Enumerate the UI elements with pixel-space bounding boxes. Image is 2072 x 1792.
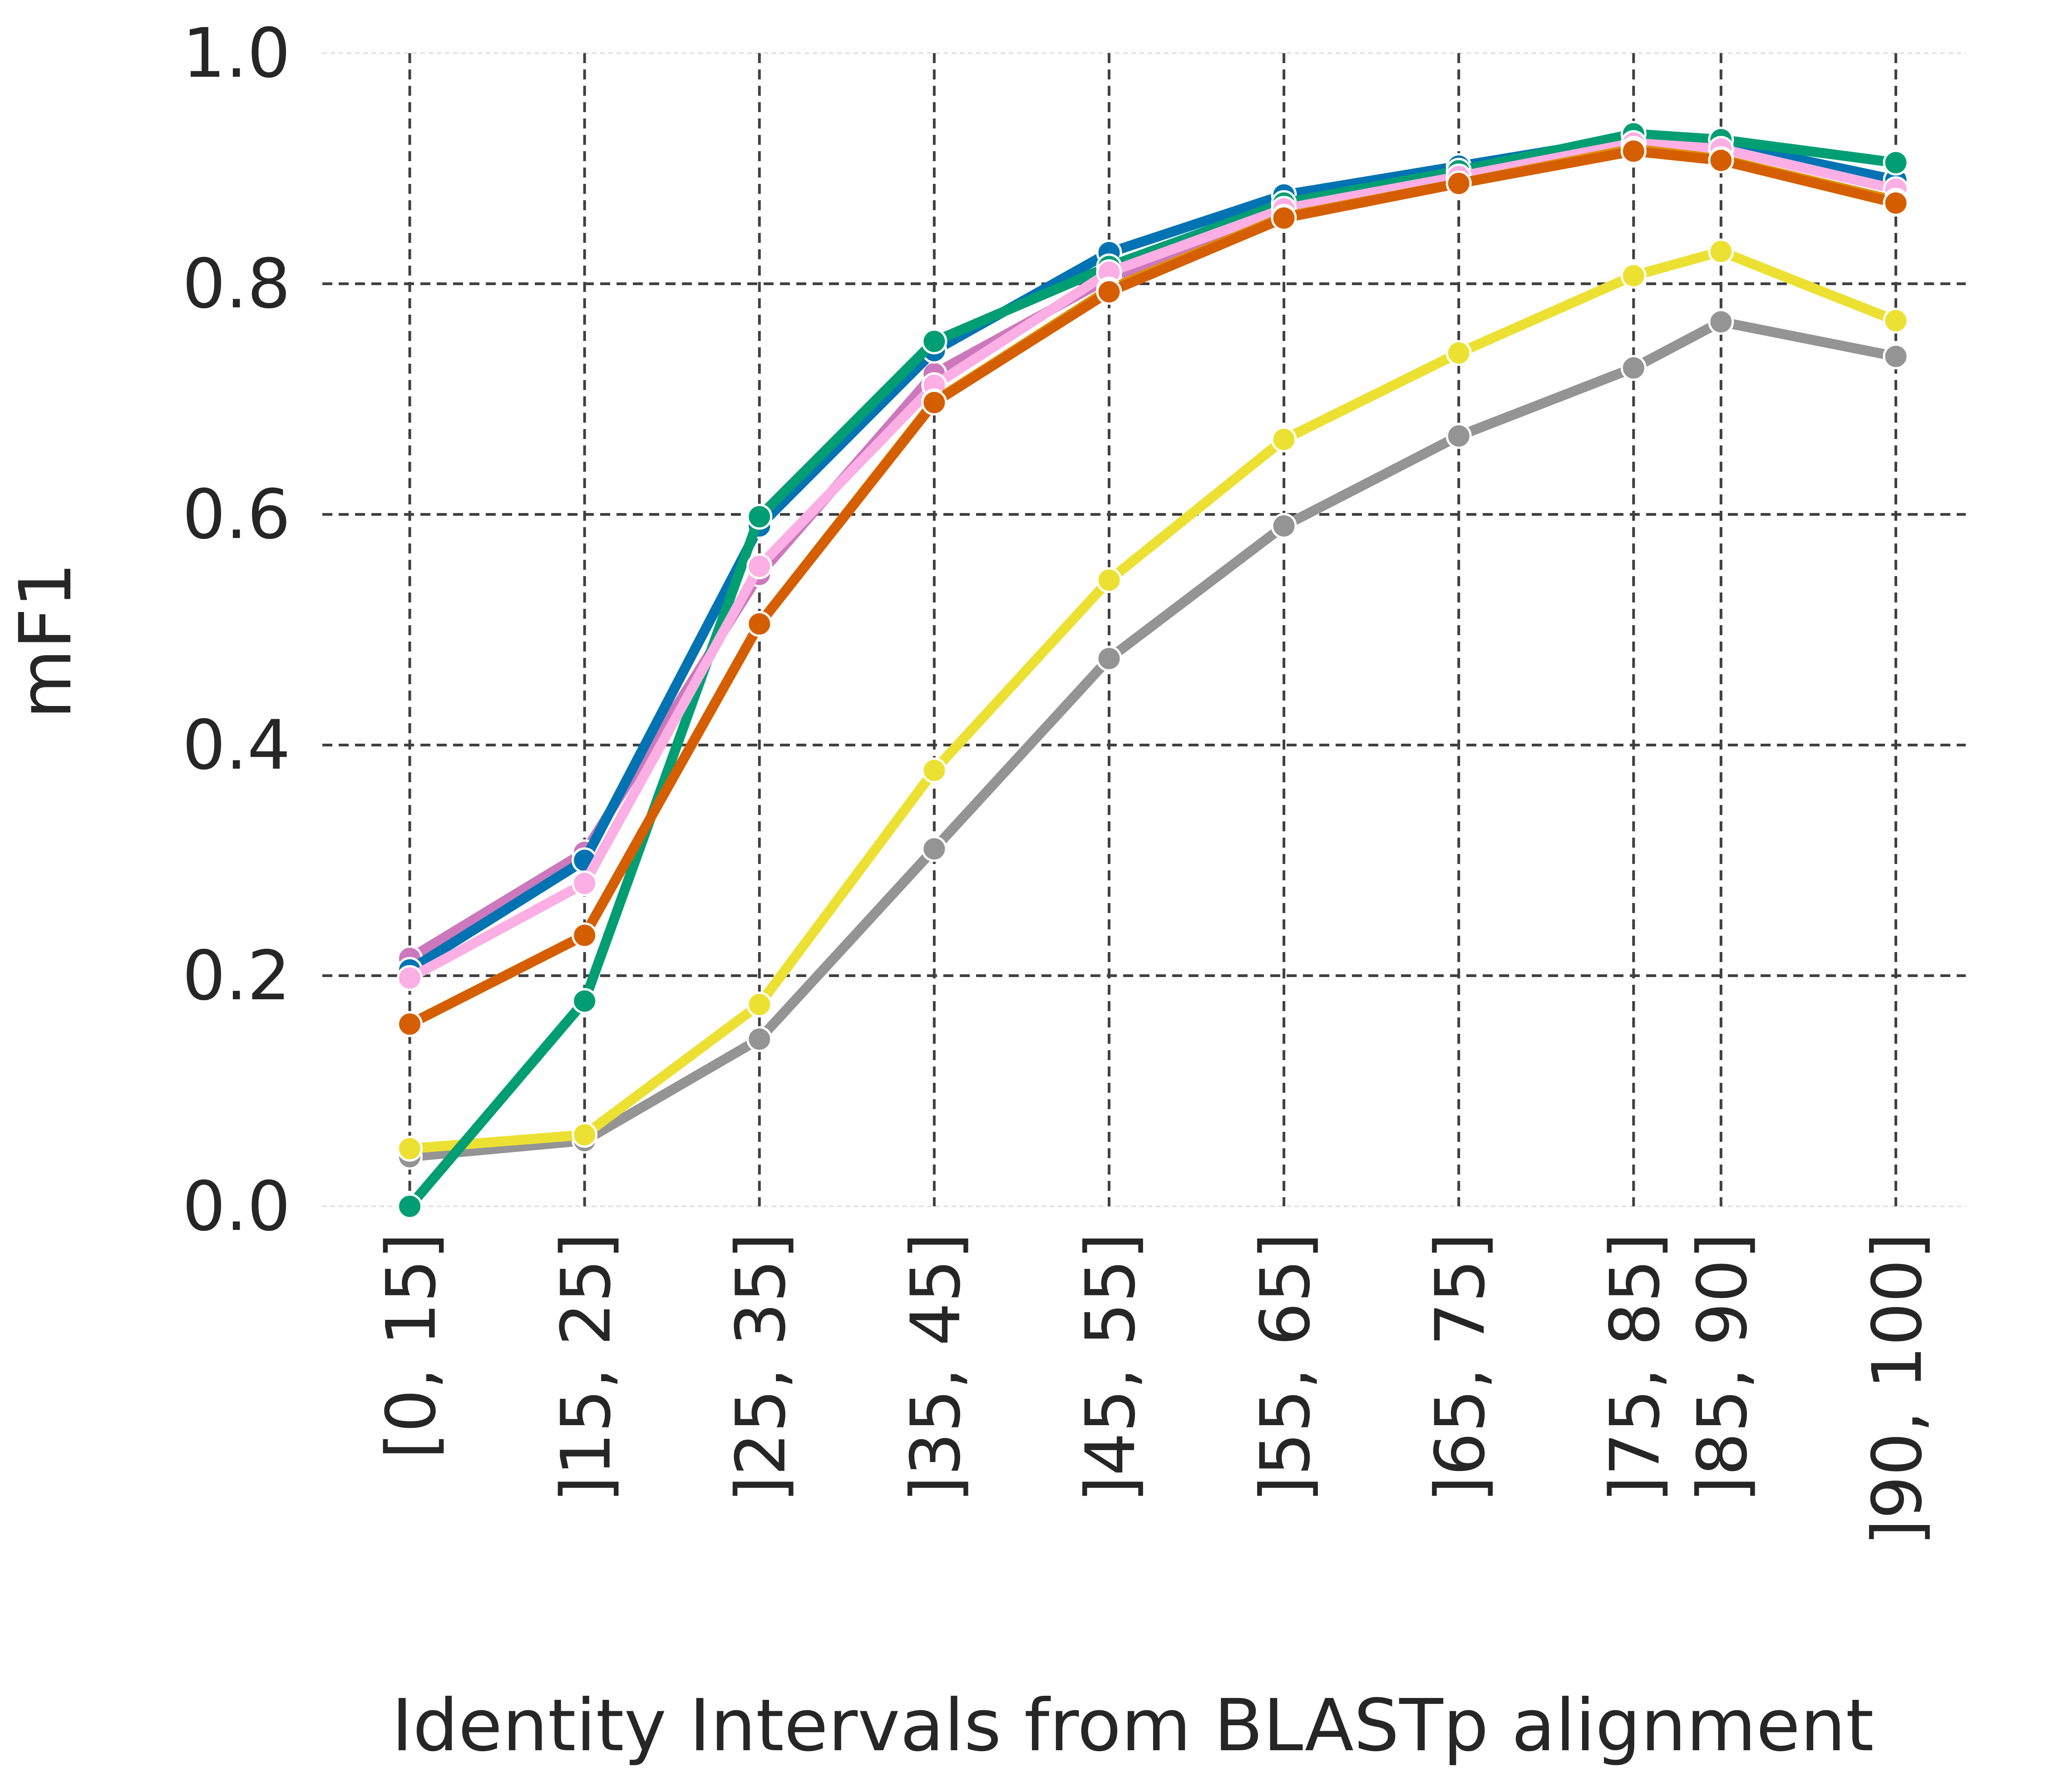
y-axis-label: mF1 [4, 562, 88, 719]
grid [322, 52, 1966, 1207]
x-tick-label: ]55, 65] [1246, 1233, 1325, 1502]
data-point [572, 1122, 598, 1148]
data-point [921, 836, 947, 862]
series-group [397, 309, 1909, 1170]
series-group [397, 121, 1909, 1219]
data-point [1620, 138, 1647, 164]
series-line [405, 128, 1901, 1211]
data-point [921, 390, 947, 416]
y-tick-label: 0.2 [182, 937, 291, 1016]
data-point [746, 504, 773, 530]
x-tick-labels: [0, 15] ]15, 25] ]25, 35] ]35, 45] ]45, 55]]… [372, 1233, 1937, 1546]
y-tick-label: 0.0 [182, 1167, 291, 1246]
data-point [1096, 567, 1122, 593]
series-line [405, 316, 1901, 1162]
data-point [1445, 170, 1472, 197]
data-point [572, 922, 598, 948]
series-group [397, 138, 1909, 1037]
data-point [397, 1135, 423, 1162]
data-point [572, 988, 598, 1014]
data-point [1708, 147, 1734, 173]
x-tick-label: ]85, 90] [1683, 1233, 1762, 1502]
data-point [746, 992, 773, 1017]
data-point [746, 611, 773, 637]
data-point [1445, 423, 1472, 449]
x-tick-label: ]25, 35] [722, 1233, 801, 1502]
y-tick-labels: 0.0 0.2 0.4 0.6 0.8 1.0 [182, 14, 291, 1246]
data-point [1708, 238, 1734, 265]
x-tick-label: ]45, 55] [1071, 1233, 1150, 1502]
data-point [1445, 340, 1472, 366]
series-line [405, 138, 1901, 983]
data-point [1620, 355, 1647, 381]
series-line [405, 143, 1901, 1029]
data-point [746, 1026, 773, 1052]
y-tick-label: 0.8 [182, 245, 291, 324]
data-point [397, 965, 423, 991]
series-group [397, 238, 1909, 1162]
x-tick-label: ]35, 45] [897, 1233, 976, 1502]
data-point [1883, 307, 1909, 334]
data-point [921, 328, 947, 355]
data-point [1883, 190, 1909, 216]
data-point [1620, 262, 1647, 289]
data-point [921, 757, 947, 784]
x-tick-label: [0, 15] [372, 1233, 451, 1459]
data-point [1096, 646, 1122, 671]
x-axis-label: Identity Intervals from BLASTp alignment [392, 1684, 1874, 1767]
data-point [572, 870, 598, 897]
data-point [397, 1193, 423, 1219]
y-tick-label: 0.4 [182, 706, 291, 785]
data-point [1096, 279, 1122, 305]
x-tick-label: ]65, 75] [1421, 1233, 1500, 1502]
series-line [405, 146, 1901, 1029]
x-tick-label: ]90, 100] [1858, 1233, 1937, 1546]
data-point [397, 1011, 423, 1037]
x-tick-label: ]75, 85] [1596, 1233, 1675, 1502]
data-point [1271, 205, 1297, 231]
data-point [1883, 149, 1909, 176]
series-line [405, 246, 1901, 1154]
y-tick-label: 0.6 [182, 475, 291, 554]
data-point [1883, 343, 1909, 370]
y-tick-label: 1.0 [182, 14, 291, 93]
data-point [1271, 426, 1297, 453]
x-tick-label: ]15, 25] [547, 1233, 626, 1502]
data-point [1708, 309, 1734, 335]
series-layer [397, 121, 1909, 1219]
data-point [1271, 513, 1297, 539]
data-point [746, 553, 773, 579]
